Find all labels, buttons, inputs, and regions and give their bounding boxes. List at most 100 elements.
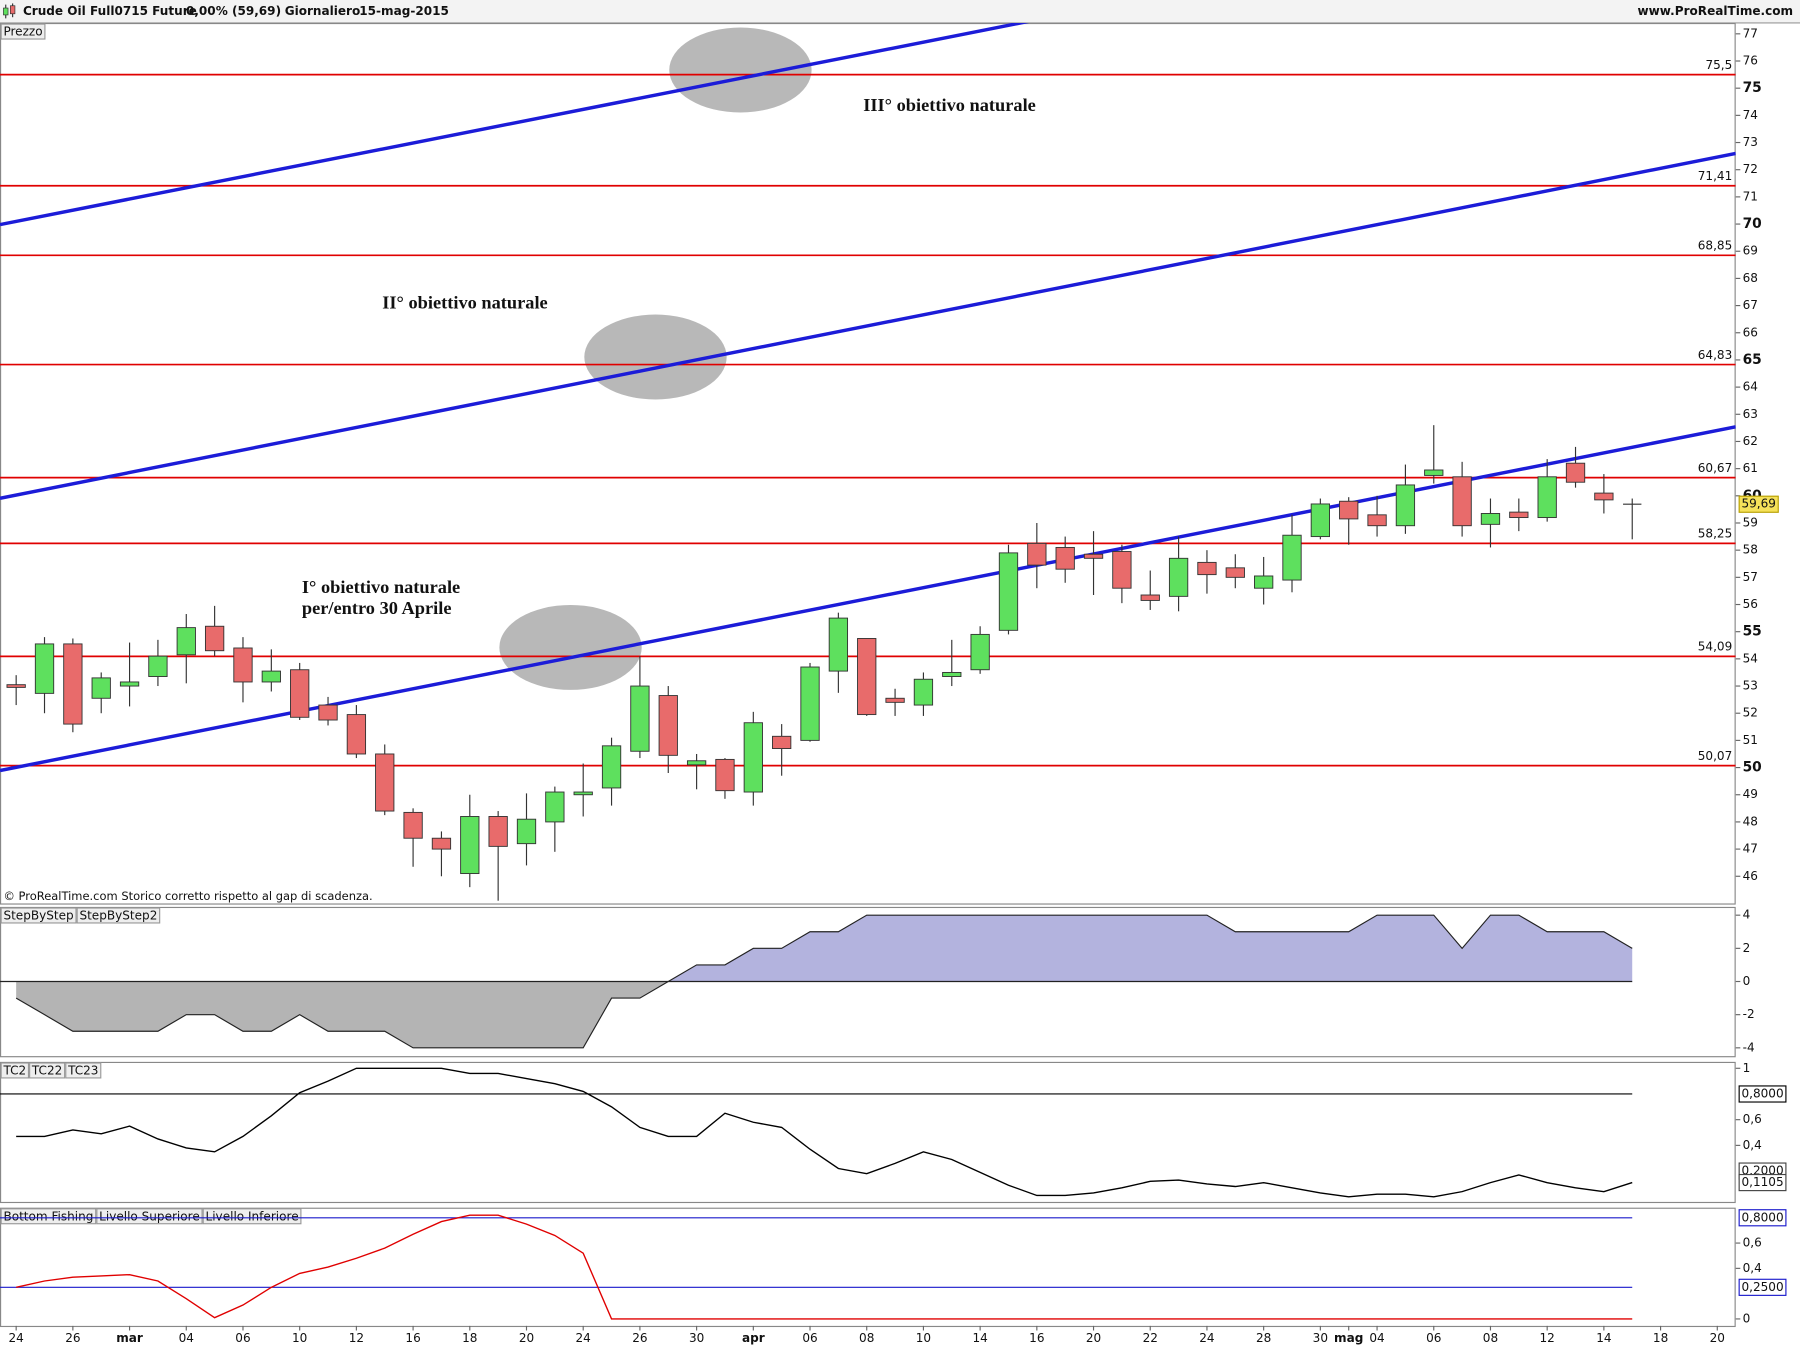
candle-body bbox=[1339, 500, 1359, 520]
candle-body bbox=[233, 647, 253, 683]
y-tick-label: 72 bbox=[1743, 162, 1758, 176]
x-tick-label: 08 bbox=[1483, 1331, 1498, 1345]
axis-value-box bbox=[1738, 1173, 1787, 1192]
price-panel bbox=[0, 22, 1736, 905]
header-icon bbox=[3, 3, 16, 19]
candle-body bbox=[1452, 476, 1472, 527]
candle-body bbox=[431, 837, 452, 850]
site: www.ProRealTime.com bbox=[1638, 4, 1794, 18]
candle-body bbox=[1140, 594, 1160, 601]
candle-body bbox=[516, 818, 537, 845]
target-ellipse bbox=[584, 314, 727, 400]
y-tick-label: 57 bbox=[1743, 570, 1758, 584]
y-tick-label: 0 bbox=[1743, 974, 1751, 988]
change: 0,00% (59,69) bbox=[186, 4, 281, 18]
tc-panel bbox=[0, 1061, 1736, 1204]
y-tick-label: 68 bbox=[1743, 271, 1758, 285]
x-tick-label: 30 bbox=[689, 1331, 704, 1345]
candle-body bbox=[998, 552, 1019, 631]
candle-body bbox=[1509, 511, 1529, 519]
trend-line bbox=[0, 151, 1736, 500]
candle-body bbox=[176, 627, 196, 656]
x-tick-label: mar bbox=[116, 1331, 143, 1345]
y-tick-label: 0,4 bbox=[1743, 1261, 1762, 1275]
x-tick-label: 16 bbox=[1029, 1331, 1044, 1345]
date: 15-mag-2015 bbox=[359, 4, 449, 18]
period: Giornaliero bbox=[285, 4, 361, 18]
candle-body bbox=[1367, 514, 1387, 527]
level-label: 50,07 bbox=[1698, 749, 1733, 763]
y-tick-label: 0 bbox=[1743, 1311, 1751, 1325]
y-tick-label: 70 bbox=[1743, 216, 1762, 232]
x-tick-label: 06 bbox=[235, 1331, 250, 1345]
candle-body bbox=[828, 617, 849, 672]
x-tick-label: 10 bbox=[292, 1331, 307, 1345]
x-tick-label: 18 bbox=[462, 1331, 477, 1345]
axis-value-label: 0,8000 bbox=[1741, 1210, 1783, 1224]
level-label: 64,83 bbox=[1698, 348, 1733, 362]
x-tick-label: 20 bbox=[519, 1331, 534, 1345]
x-tick-label: 24 bbox=[576, 1331, 591, 1345]
panel-button bbox=[0, 907, 77, 924]
x-tick-label: 28 bbox=[1256, 1331, 1271, 1345]
panel-button-label: Prezzo bbox=[3, 25, 42, 39]
panel-button bbox=[0, 23, 46, 40]
y-tick-label: 59 bbox=[1743, 515, 1758, 529]
y-tick-label: 55 bbox=[1743, 624, 1762, 640]
candle-body bbox=[885, 697, 905, 703]
candle-body bbox=[942, 671, 962, 677]
candle-body bbox=[743, 722, 763, 793]
y-tick-label: 76 bbox=[1743, 54, 1758, 68]
x-tick-label: 24 bbox=[1199, 1331, 1214, 1345]
x-tick-label: 26 bbox=[65, 1331, 80, 1345]
candle-body bbox=[1225, 567, 1245, 578]
y-tick-label: -2 bbox=[1743, 1007, 1755, 1021]
x-tick-label: 04 bbox=[1369, 1331, 1384, 1345]
candle-body bbox=[1254, 575, 1274, 589]
x-tick-label: 20 bbox=[1710, 1331, 1725, 1345]
last-price-label: 59,69 bbox=[1741, 497, 1776, 511]
x-tick-label: 14 bbox=[1596, 1331, 1611, 1345]
y-tick-label: 46 bbox=[1743, 869, 1758, 883]
y-tick-label: 71 bbox=[1743, 189, 1758, 203]
candle-body bbox=[1424, 469, 1444, 476]
panel-button-label: StepByStep bbox=[3, 909, 73, 923]
trend-line bbox=[0, 425, 1736, 773]
y-tick-label: 64 bbox=[1743, 380, 1758, 394]
last-price-box bbox=[1738, 495, 1779, 513]
y-tick-label: 51 bbox=[1743, 733, 1758, 747]
header-bar bbox=[0, 0, 1800, 23]
panel-button-label: Bottom Fishing bbox=[3, 1209, 93, 1223]
x-tick-label: 04 bbox=[179, 1331, 194, 1345]
annotation: I° obiettivo naturale bbox=[302, 577, 460, 597]
panel-button bbox=[0, 1208, 97, 1225]
candle-body bbox=[686, 760, 707, 766]
y-tick-label: 65 bbox=[1743, 352, 1762, 368]
target-ellipse bbox=[499, 604, 642, 690]
candle-body bbox=[204, 625, 225, 652]
y-tick-label: 62 bbox=[1743, 434, 1758, 448]
panel-button-label: TC22 bbox=[31, 1064, 62, 1078]
candle-body bbox=[715, 758, 735, 792]
panel-button bbox=[29, 1062, 66, 1079]
x-tick-label: 22 bbox=[1143, 1331, 1158, 1345]
y-tick-label: 0,4 bbox=[1743, 1138, 1762, 1152]
panel-button-label: StepByStep2 bbox=[79, 909, 157, 923]
x-tick-label: 12 bbox=[1540, 1331, 1555, 1345]
indicator-line bbox=[15, 914, 1633, 1049]
candle-body bbox=[148, 655, 168, 677]
candle-body bbox=[545, 791, 565, 823]
axis-value-box bbox=[1738, 1278, 1787, 1296]
y-tick-label: 63 bbox=[1743, 407, 1758, 421]
indicator-line bbox=[16, 1214, 1633, 1320]
trend-line bbox=[0, 22, 1030, 227]
annotation: per/entro 30 Aprile bbox=[302, 598, 452, 618]
annotation: II° obiettivo naturale bbox=[382, 292, 547, 312]
price-plot bbox=[0, 22, 1736, 901]
y-tick-label: 0,6 bbox=[1743, 1112, 1762, 1126]
x-tick-label: 08 bbox=[859, 1331, 874, 1345]
panel-button-label: TC2 bbox=[2, 1064, 26, 1078]
candle-body bbox=[1537, 476, 1557, 519]
x-tick-label: mag bbox=[1334, 1331, 1363, 1345]
y-tick-label: 49 bbox=[1743, 787, 1758, 801]
